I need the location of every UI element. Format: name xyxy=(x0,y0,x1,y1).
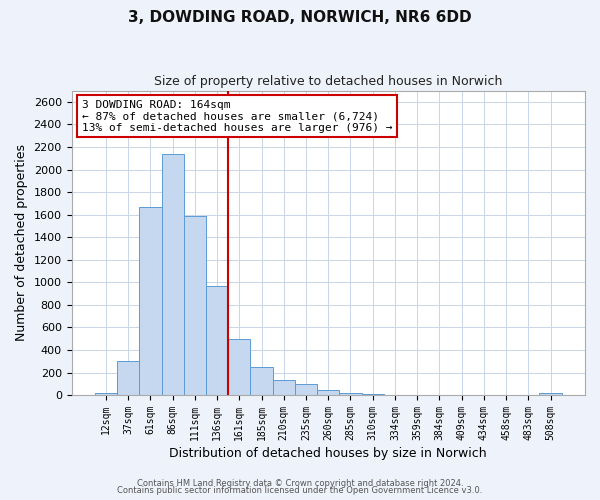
Bar xyxy=(139,206,161,395)
Bar xyxy=(539,394,562,395)
Bar xyxy=(250,368,272,395)
Text: 3, DOWDING ROAD, NORWICH, NR6 6DD: 3, DOWDING ROAD, NORWICH, NR6 6DD xyxy=(128,10,472,25)
Text: Contains HM Land Registry data © Crown copyright and database right 2024.: Contains HM Land Registry data © Crown c… xyxy=(137,478,463,488)
Bar xyxy=(340,393,362,395)
Text: Contains public sector information licensed under the Open Government Licence v3: Contains public sector information licen… xyxy=(118,486,482,495)
Title: Size of property relative to detached houses in Norwich: Size of property relative to detached ho… xyxy=(154,75,502,88)
Bar xyxy=(206,286,228,395)
Bar xyxy=(161,154,184,395)
Bar xyxy=(184,216,206,395)
Bar xyxy=(95,393,117,395)
Bar xyxy=(362,394,384,395)
Bar xyxy=(272,380,295,395)
Bar xyxy=(228,338,250,395)
Bar xyxy=(384,394,406,395)
Bar xyxy=(117,361,139,395)
Bar xyxy=(317,390,340,395)
Bar xyxy=(295,384,317,395)
X-axis label: Distribution of detached houses by size in Norwich: Distribution of detached houses by size … xyxy=(169,447,487,460)
Text: 3 DOWDING ROAD: 164sqm
← 87% of detached houses are smaller (6,724)
13% of semi-: 3 DOWDING ROAD: 164sqm ← 87% of detached… xyxy=(82,100,392,133)
Y-axis label: Number of detached properties: Number of detached properties xyxy=(15,144,28,342)
